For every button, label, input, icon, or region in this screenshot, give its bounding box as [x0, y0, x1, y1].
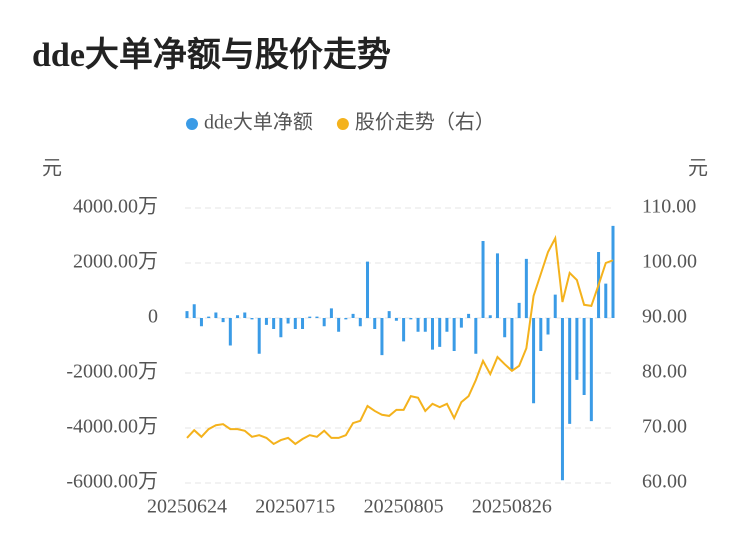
- bar: [517, 302, 521, 318]
- bar: [366, 261, 370, 318]
- bar: [380, 318, 384, 356]
- bar: [611, 225, 615, 318]
- bar: [495, 253, 499, 318]
- bar: [373, 318, 377, 329]
- chart-title: dde大单净额与股价走势: [32, 36, 391, 74]
- bar: [575, 318, 579, 380]
- bar: [510, 318, 514, 371]
- bar: [423, 318, 427, 332]
- bar: [416, 318, 420, 332]
- y2-unit: 元: [688, 158, 708, 180]
- legend-label: 股价走势（右）: [355, 111, 495, 134]
- bar: [452, 318, 456, 351]
- y-tick-label: 2000.00万: [73, 251, 158, 273]
- bar: [503, 318, 507, 338]
- bar: [236, 315, 240, 318]
- y2-tick-label: 70.00: [642, 416, 687, 438]
- bar: [185, 311, 189, 318]
- legend-label: dde大单净额: [204, 111, 313, 134]
- bar: [532, 318, 536, 404]
- bar: [221, 318, 225, 323]
- y-tick-label: -2000.00万: [66, 361, 158, 383]
- bar: [445, 318, 449, 332]
- bar: [409, 318, 413, 320]
- bar: [402, 318, 406, 342]
- x-tick-label: 20250805: [364, 496, 444, 518]
- y-tick-label: -4000.00万: [66, 416, 158, 438]
- bar: [589, 318, 593, 422]
- bar: [279, 318, 283, 338]
- bar: [329, 308, 333, 318]
- bar: [560, 318, 564, 481]
- bar: [192, 304, 196, 318]
- bar: [293, 318, 297, 329]
- bar: [344, 318, 348, 320]
- bar: [228, 318, 232, 346]
- bar: [459, 318, 463, 328]
- bar: [315, 316, 319, 318]
- y2-tick-label: 60.00: [642, 471, 687, 493]
- bar: [250, 318, 254, 320]
- bar: [351, 313, 355, 318]
- x-tick-label: 20250826: [472, 496, 552, 518]
- bar: [387, 311, 391, 318]
- bar: [286, 318, 290, 324]
- legend-marker: [186, 118, 198, 130]
- price-line: [186, 234, 614, 446]
- bar: [308, 316, 312, 318]
- y2-tick-label: 100.00: [642, 251, 697, 273]
- bar: [467, 313, 471, 318]
- bar: [214, 312, 218, 318]
- x-tick-label: 20250715: [255, 496, 335, 518]
- bar: [394, 318, 398, 321]
- bar: [488, 315, 492, 318]
- bar: [539, 318, 543, 351]
- y2-tick-label: 80.00: [642, 361, 687, 383]
- x-tick-label: 20250624: [147, 496, 227, 518]
- bar: [430, 318, 434, 350]
- bar: [301, 318, 305, 329]
- legend-marker: [336, 118, 349, 130]
- y-tick-label: 0: [148, 306, 158, 328]
- bar: [474, 318, 478, 354]
- bar: [207, 316, 211, 318]
- bar: [582, 318, 586, 395]
- bar: [604, 283, 608, 318]
- bar: [546, 318, 550, 335]
- bar: [481, 241, 485, 318]
- y-tick-label: 4000.00万: [73, 196, 158, 218]
- y2-tick-label: 90.00: [642, 306, 687, 328]
- bar: [243, 312, 247, 318]
- bar: [568, 318, 572, 424]
- y-unit: 元: [42, 158, 62, 180]
- bar: [337, 318, 341, 332]
- bar: [553, 294, 557, 318]
- bar: [264, 318, 268, 325]
- bar: [438, 318, 442, 347]
- y2-tick-label: 110.00: [642, 196, 696, 218]
- bar: [524, 258, 528, 318]
- bar: [199, 318, 203, 327]
- bar: [257, 318, 261, 354]
- bar: [272, 318, 276, 329]
- bar: [358, 318, 362, 327]
- bar: [322, 318, 326, 327]
- y-tick-label: -6000.00万: [66, 471, 158, 493]
